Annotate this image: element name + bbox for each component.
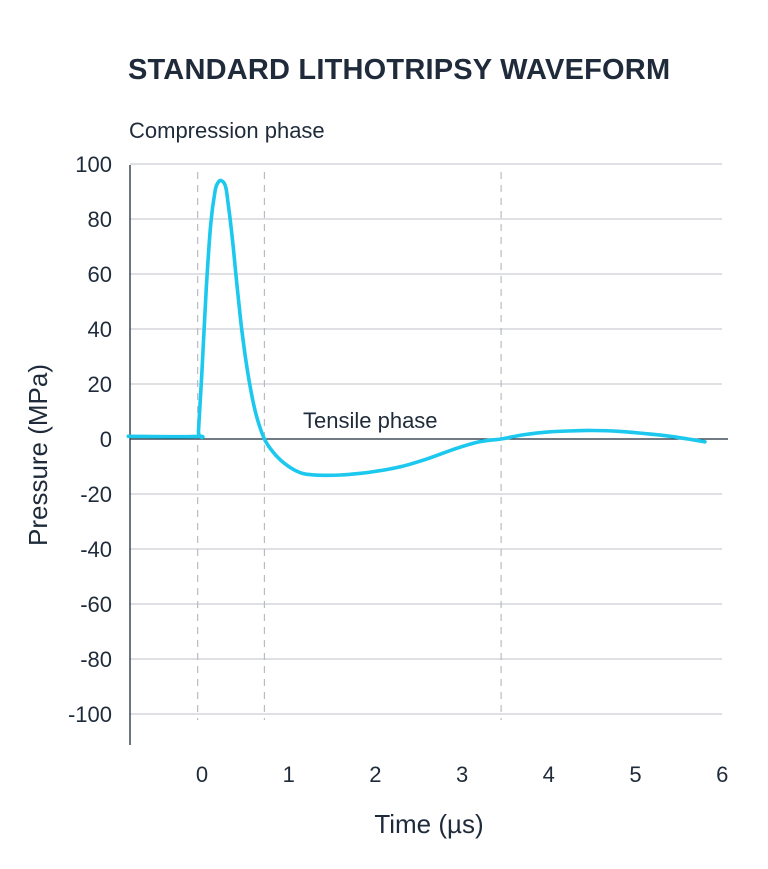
series-line-pressure <box>126 178 707 478</box>
x-tick-labels: 0 1 2 3 4 5 6 <box>196 762 728 787</box>
y-tick-label: 60 <box>88 262 112 287</box>
x-tick-label: 0 <box>196 762 208 787</box>
x-tick-label: 5 <box>629 762 641 787</box>
y-tick-labels: 100 80 60 40 20 0 -20 -40 -60 -80 -100 <box>68 152 112 727</box>
y-tick-label: -20 <box>80 482 112 507</box>
y-tick-label: -80 <box>80 647 112 672</box>
annotation-compression-phase: Compression phase <box>129 118 325 143</box>
y-tick-label: -40 <box>80 537 112 562</box>
x-tick-label: 1 <box>283 762 295 787</box>
y-tick-label: 100 <box>75 152 112 177</box>
y-tick-label: 20 <box>88 372 112 397</box>
x-tick-label: 2 <box>369 762 381 787</box>
x-axis-label: Time (µs) <box>374 809 483 839</box>
chart-title: STANDARD LITHOTRIPSY WAVEFORM <box>128 54 670 86</box>
y-tick-label: 0 <box>100 427 112 452</box>
y-tick-label: -60 <box>80 592 112 617</box>
y-axis-label: Pressure (MPa) <box>23 364 53 546</box>
x-tick-label: 6 <box>716 762 728 787</box>
series-layer <box>126 178 707 478</box>
vertical-marker-layer <box>197 172 502 720</box>
axis-layer <box>129 165 728 745</box>
y-tick-label: 80 <box>88 207 112 232</box>
y-tick-label: 40 <box>88 317 112 342</box>
x-tick-label: 3 <box>456 762 468 787</box>
x-tick-label: 4 <box>543 762 555 787</box>
y-tick-label: -100 <box>68 702 112 727</box>
annotation-tensile-phase: Tensile phase <box>303 408 438 433</box>
